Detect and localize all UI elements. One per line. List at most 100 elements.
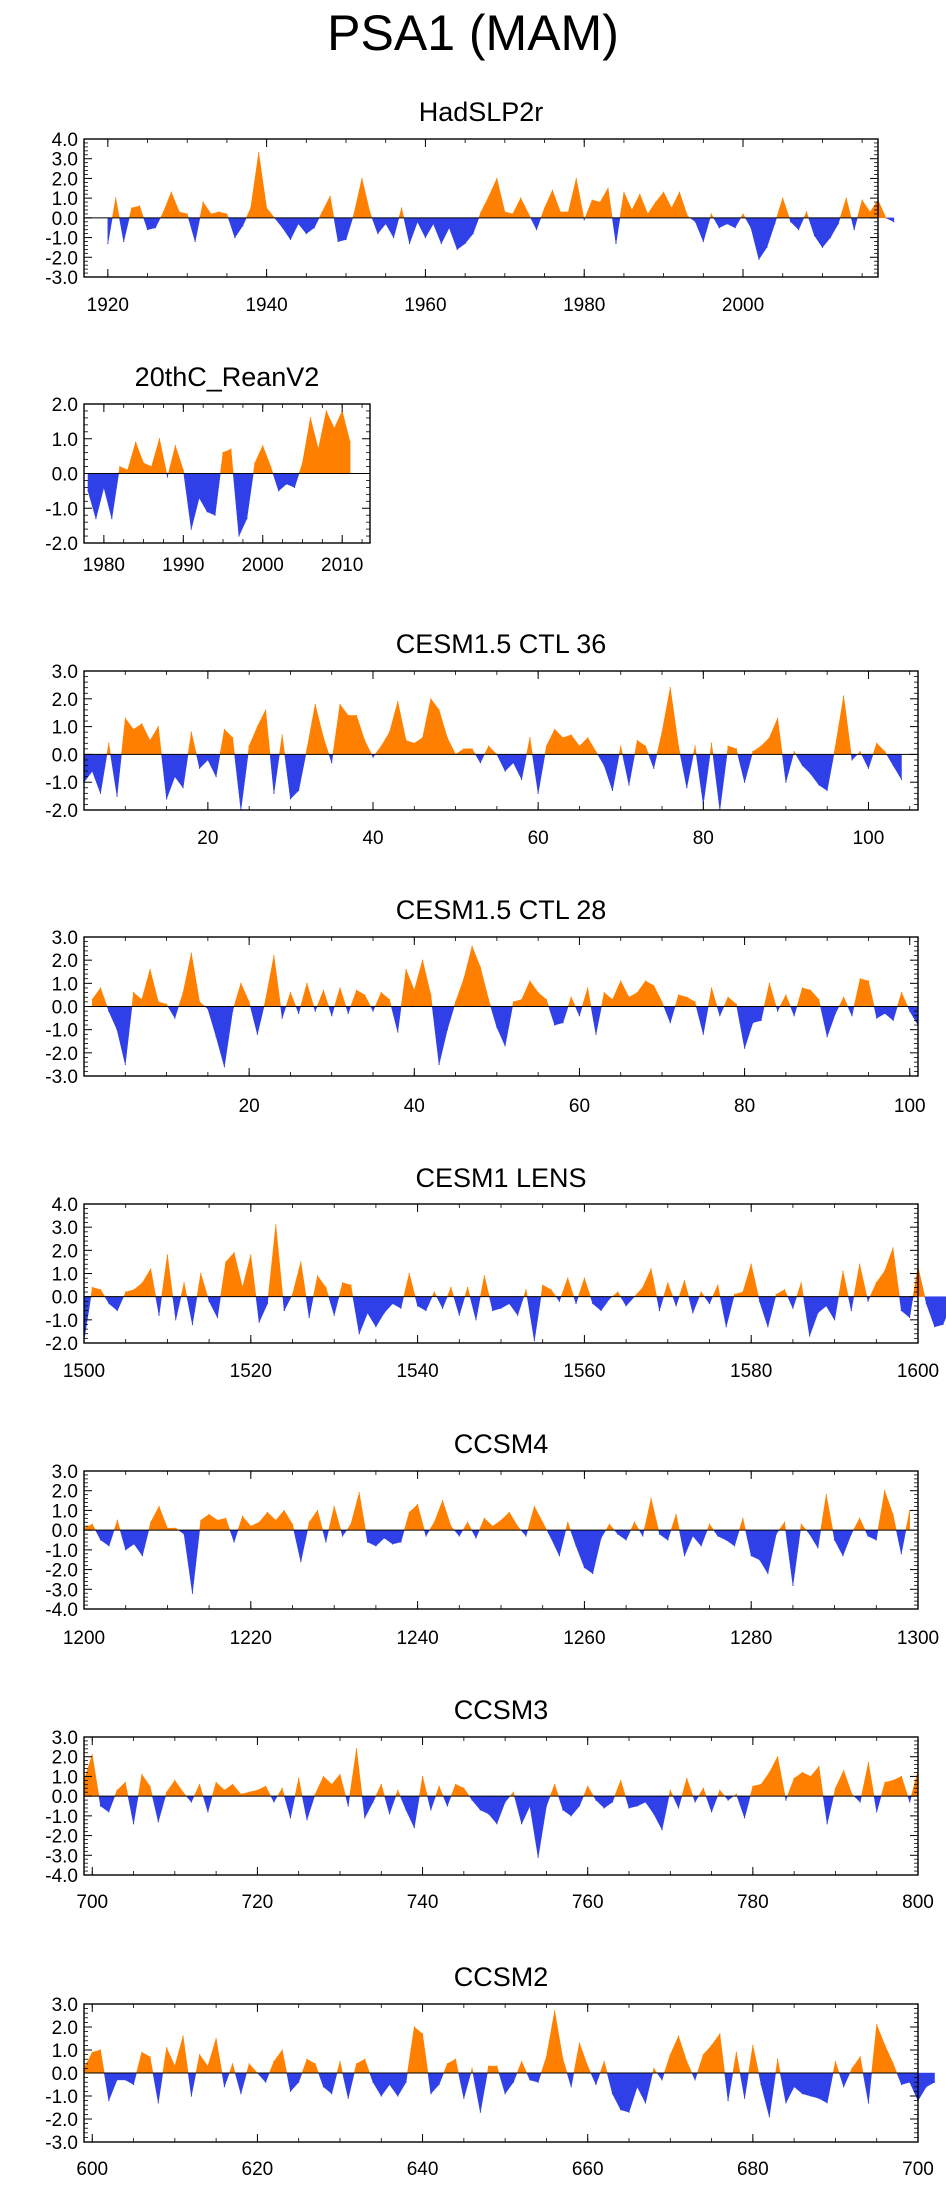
data-point (850, 1533, 852, 1535)
area-segment (612, 2072, 621, 2110)
area-segment (345, 217, 354, 240)
area-segment (901, 992, 909, 1007)
area-segment (775, 2059, 778, 2074)
area-segment (907, 1795, 910, 1803)
data-point (446, 737, 448, 739)
data-point (785, 2102, 787, 2104)
area-segment (133, 723, 143, 755)
data-point (165, 2047, 168, 2049)
area-segment (686, 754, 694, 788)
area-segment (480, 1795, 489, 1815)
area-segment (744, 754, 753, 783)
data-point (842, 1270, 844, 1272)
data-point (100, 1289, 102, 1291)
area-segment (550, 1529, 560, 1556)
area-segment (575, 1529, 585, 1568)
area-segment (834, 1529, 844, 1556)
area-segment (636, 740, 646, 755)
area-segment (175, 1296, 182, 1320)
data-point (298, 789, 300, 792)
data-point (413, 742, 415, 744)
area-segment (859, 1518, 866, 1531)
data-point (430, 1809, 432, 1811)
y-tick-label: 2.0 (52, 1748, 78, 1769)
data-point (661, 731, 663, 733)
area-segment (749, 1786, 754, 1797)
area-segment (306, 1795, 315, 1820)
data-point (542, 1521, 544, 1523)
area-segment (422, 960, 432, 1007)
area-segment (703, 1006, 709, 1035)
area-segment (147, 217, 156, 231)
data-point (733, 1293, 736, 1295)
area-segment (328, 1506, 335, 1531)
data-point (719, 1789, 721, 1791)
area-segment (679, 192, 688, 219)
area-segment (892, 754, 902, 781)
area-segment (549, 1784, 555, 1797)
area-segment (92, 1754, 100, 1797)
area-segment (526, 737, 531, 755)
area-segment (490, 1006, 498, 1028)
data-point (570, 2086, 572, 2088)
area-segment (529, 2072, 539, 2083)
area-segment (790, 1006, 795, 1016)
data-point (512, 2081, 514, 2083)
area-segment (270, 466, 274, 474)
area-segment (417, 1504, 425, 1531)
area-segment (207, 2038, 217, 2074)
data-point (892, 1247, 894, 1249)
area-segment (302, 417, 311, 474)
area-segment (414, 737, 423, 755)
data-point (504, 1045, 506, 1047)
area-segment (306, 704, 316, 755)
area-segment (397, 2072, 407, 2097)
area-segment (800, 1282, 804, 1297)
area-segment (744, 1006, 754, 1049)
data-point (570, 1815, 572, 1817)
area-segment (111, 473, 119, 519)
data-point (190, 952, 192, 954)
y-tick-label: 2.0 (52, 2018, 78, 2039)
area-segment (281, 1788, 285, 1797)
area-segment (133, 1529, 143, 1557)
area-segment (838, 1271, 844, 1297)
area-segment (166, 2047, 176, 2074)
area-segment (736, 748, 739, 755)
area-segment (769, 718, 778, 755)
data-point (567, 1521, 569, 1523)
area-segment (779, 2072, 787, 2103)
data-point (438, 1785, 440, 1787)
area-segment (215, 754, 221, 777)
area-segment (208, 1513, 218, 1531)
area-segment (238, 473, 248, 537)
y-tick-label: -4.0 (45, 1600, 78, 1621)
area-segment (656, 1296, 660, 1311)
area-segment (513, 754, 522, 780)
data-point (157, 1821, 159, 1823)
data-point (521, 778, 523, 781)
area-segment (114, 1790, 118, 1797)
area-segment (107, 217, 113, 244)
area-segment (183, 473, 192, 530)
area-segment (278, 473, 287, 492)
area-segment (867, 1296, 871, 1302)
area-segment (290, 1795, 296, 1818)
y-tick-label: 1.0 (52, 1767, 78, 1788)
area-segment (414, 2026, 423, 2074)
data-point (314, 2063, 316, 2065)
data-point (108, 1303, 110, 1305)
area-segment (167, 445, 176, 474)
area-segment (405, 740, 415, 755)
data-point (521, 2060, 523, 2063)
area-segment (620, 1296, 627, 1307)
area-segment (573, 1296, 577, 1304)
data-point (208, 1300, 210, 1302)
data-point (430, 2093, 432, 2095)
data-point (620, 745, 622, 747)
data-point (800, 1523, 802, 1525)
area-segment (191, 732, 197, 755)
area-segment (100, 987, 108, 1007)
area-segment (471, 1795, 481, 1811)
area-segment (679, 1529, 685, 1556)
